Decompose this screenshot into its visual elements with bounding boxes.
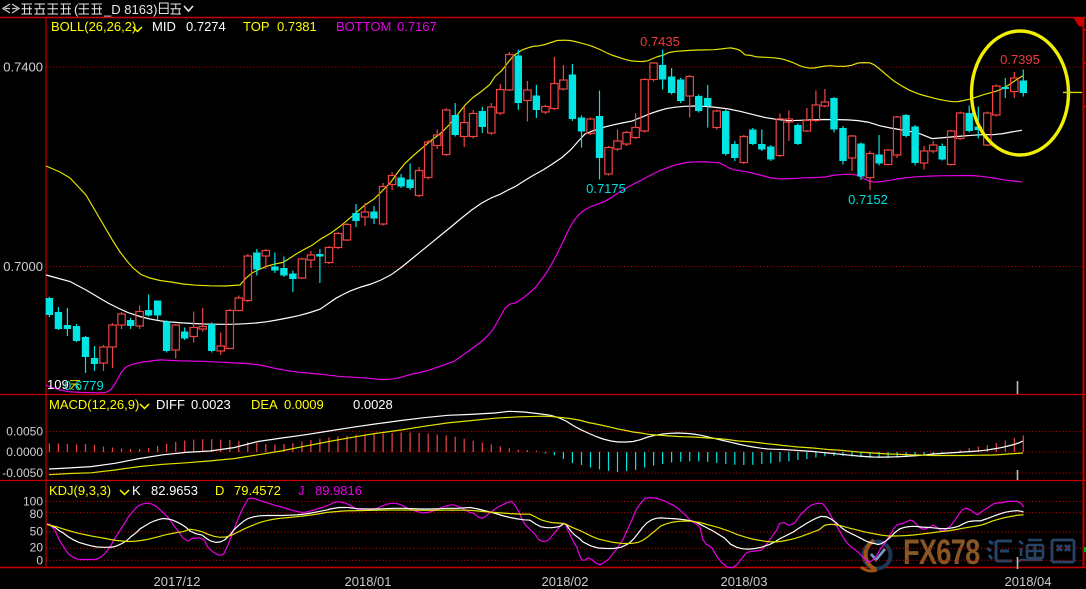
- svg-text:0.7381: 0.7381: [277, 19, 317, 34]
- svg-text:0.6779: 0.6779: [64, 378, 104, 393]
- svg-text:0.0009: 0.0009: [284, 397, 324, 412]
- svg-text:-0.0050: -0.0050: [2, 466, 43, 480]
- svg-text:KDJ(9,3,3): KDJ(9,3,3): [49, 483, 111, 498]
- svg-text:BOLL(26,26,2): BOLL(26,26,2): [51, 19, 136, 34]
- svg-text:K: K: [132, 483, 141, 498]
- svg-text:TOP: TOP: [243, 19, 270, 34]
- svg-text:0.7167: 0.7167: [397, 19, 437, 34]
- svg-text:D: D: [215, 483, 224, 498]
- svg-text:BOTTOM: BOTTOM: [336, 19, 391, 34]
- svg-text:100: 100: [23, 495, 43, 509]
- svg-text:0.7274: 0.7274: [186, 19, 226, 34]
- svg-text:20: 20: [30, 541, 44, 555]
- svg-text:109: 109: [47, 377, 69, 392]
- svg-text:89.9816: 89.9816: [315, 483, 362, 498]
- svg-text:DIFF: DIFF: [156, 397, 185, 412]
- svg-text:0.0023: 0.0023: [191, 397, 231, 412]
- svg-text:MACD(12,26,9): MACD(12,26,9): [49, 397, 139, 412]
- svg-text:0.7175: 0.7175: [586, 181, 626, 196]
- svg-text:2017/12: 2017/12: [154, 574, 201, 589]
- svg-text:DEA: DEA: [251, 397, 278, 412]
- svg-text:2018/01: 2018/01: [345, 574, 392, 589]
- svg-text:0.7152: 0.7152: [848, 192, 888, 207]
- svg-text:50: 50: [30, 525, 44, 539]
- svg-text:J: J: [298, 483, 305, 498]
- svg-text:82.9653: 82.9653: [151, 483, 198, 498]
- svg-text:0.7400: 0.7400: [3, 60, 43, 75]
- svg-text:2018/04: 2018/04: [1005, 574, 1052, 589]
- svg-text:FX678: FX678: [903, 533, 980, 572]
- svg-text:2018/03: 2018/03: [721, 574, 768, 589]
- svg-text:0.7435: 0.7435: [640, 34, 680, 49]
- svg-text:79.4572: 79.4572: [234, 483, 281, 498]
- svg-text:2018/02: 2018/02: [542, 574, 589, 589]
- svg-text:0.7395: 0.7395: [1000, 52, 1040, 67]
- svg-text:(: (: [74, 2, 79, 17]
- svg-text:0.0028: 0.0028: [353, 397, 393, 412]
- svg-text:0.0000: 0.0000: [6, 445, 43, 459]
- svg-text:0.0050: 0.0050: [6, 425, 43, 439]
- svg-text:0: 0: [36, 554, 43, 568]
- svg-text:_D 8163): _D 8163): [103, 2, 157, 17]
- svg-text:0.7000: 0.7000: [3, 259, 43, 274]
- svg-text:MID: MID: [152, 19, 176, 34]
- svg-text:80: 80: [30, 507, 44, 521]
